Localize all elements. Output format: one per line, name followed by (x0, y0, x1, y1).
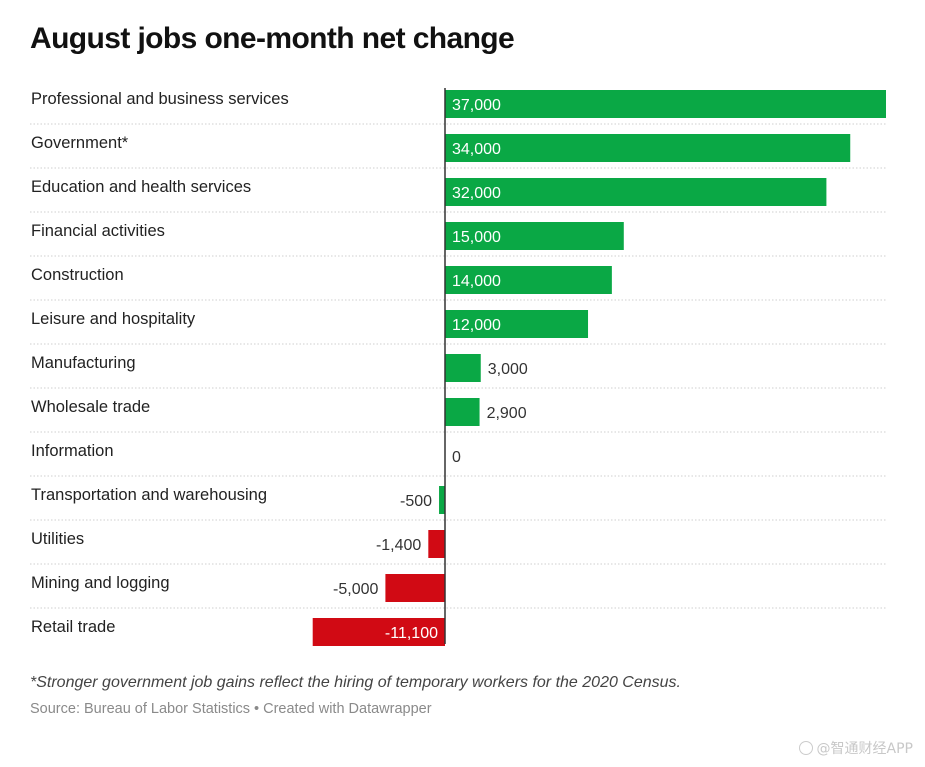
source-line: Source: Bureau of Labor Statistics • Creat… (30, 701, 432, 717)
watermark-logo-icon (798, 741, 813, 755)
category-label: Government* (31, 134, 129, 152)
value-label: 14,000 (452, 273, 501, 290)
category-label: Professional and business services (31, 90, 289, 108)
bar-chart: Professional and business services Govern… (30, 88, 886, 646)
value-label: -5,000 (333, 581, 378, 598)
bar (428, 530, 445, 558)
value-label: 15,000 (452, 229, 501, 246)
category-label: Manufacturing (31, 354, 136, 372)
value-label: 32,000 (452, 185, 501, 202)
bar (445, 266, 612, 294)
value-labels: 37,000 34,000 32,000 15,000 14,000 12,000 3,00… (333, 97, 528, 642)
category-label: Information (31, 442, 114, 460)
value-label: 34,000 (452, 141, 501, 158)
category-label: Utilities (31, 530, 84, 548)
value-label: -11,100 (385, 625, 438, 642)
bar (439, 486, 445, 514)
bar (312, 618, 445, 646)
bar (445, 90, 886, 118)
category-label: Leisure and hospitality (31, 310, 196, 328)
datawrapper-credit-link[interactable]: Created with Datawrapper (263, 701, 432, 717)
category-label: Financial activities (31, 222, 165, 240)
category-label: Construction (31, 266, 124, 284)
category-label: Wholesale trade (31, 398, 150, 416)
bar (445, 178, 827, 206)
bar (445, 354, 481, 382)
bars (312, 90, 886, 646)
source-separator: • (254, 701, 260, 717)
value-label: 3,000 (488, 361, 528, 378)
category-labels: Professional and business services Govern… (31, 90, 289, 636)
footnote: *Stronger government job gains reflect t… (30, 674, 681, 691)
value-label: 2,900 (487, 405, 527, 422)
value-label: 0 (452, 449, 461, 466)
bar (445, 222, 624, 250)
watermark: @智通财经APP (798, 738, 913, 758)
value-label: -500 (400, 493, 432, 510)
bar (445, 398, 480, 426)
category-label: Retail trade (31, 618, 115, 636)
bar (445, 134, 851, 162)
bar (385, 574, 445, 602)
chart-title: August jobs one-month net change (30, 22, 515, 55)
bar (445, 310, 589, 338)
category-label: Mining and logging (31, 574, 170, 592)
value-label: 12,000 (452, 317, 501, 334)
row-dividers (30, 123, 886, 609)
source-text: Source: Bureau of Labor Statistics (30, 701, 251, 717)
category-label: Education and health services (31, 178, 251, 196)
category-label: Transportation and warehousing (31, 486, 267, 504)
watermark-text: @智通财经APP (816, 741, 913, 757)
value-label: -1,400 (376, 537, 421, 554)
value-label: 37,000 (452, 97, 501, 114)
